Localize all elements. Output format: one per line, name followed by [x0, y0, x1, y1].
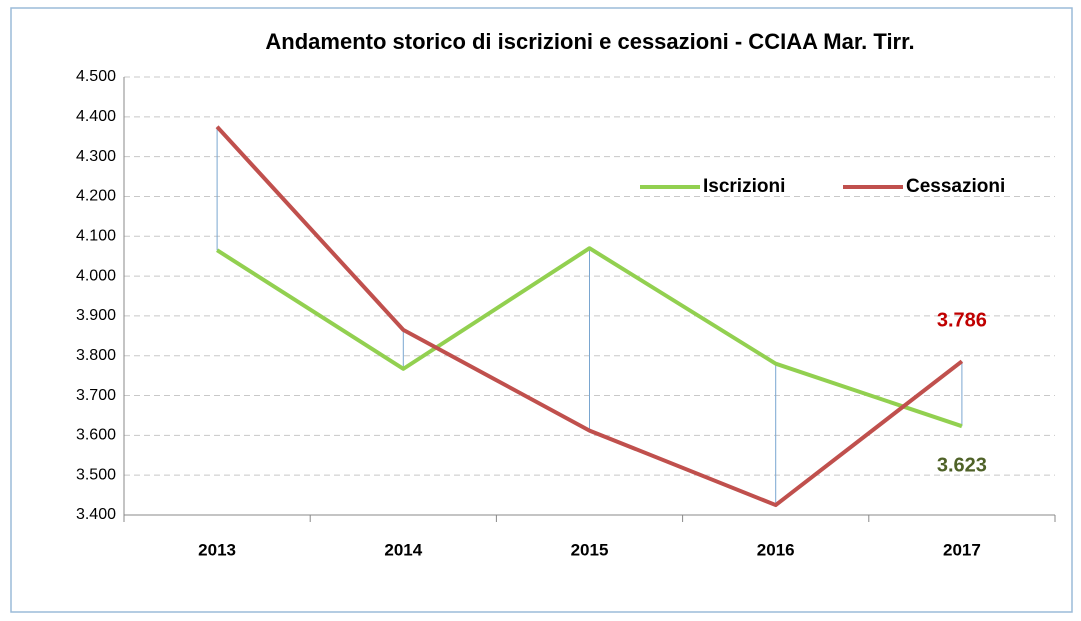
y-tick-label: 3.900 — [76, 307, 116, 324]
y-tick-label: 4.500 — [76, 68, 116, 85]
series-line — [216, 246, 963, 429]
y-tick-label: 3.600 — [76, 427, 116, 444]
y-tick-label: 4.100 — [76, 227, 116, 244]
chart-title: Andamento storico di iscrizioni e cessaz… — [265, 29, 914, 54]
x-tick-label: 2015 — [571, 540, 609, 559]
y-tick-label: 4.400 — [76, 108, 116, 125]
x-tick-label: 2014 — [384, 540, 422, 559]
x-tick-label: 2016 — [757, 540, 795, 559]
y-tick-label: 4.200 — [76, 188, 116, 205]
y-tick-label: 3.800 — [76, 347, 116, 364]
y-tick-label: 3.700 — [76, 387, 116, 404]
chart-frame — [10, 7, 1073, 613]
data-label: 3.623 — [937, 454, 987, 476]
y-tick-label: 4.300 — [76, 148, 116, 165]
data-label: 3.786 — [937, 310, 987, 332]
y-tick-label: 3.500 — [76, 466, 116, 483]
series-line — [215, 125, 964, 508]
legend-label: Iscrizioni — [703, 176, 785, 197]
x-tick-label: 2013 — [198, 540, 236, 559]
y-tick-label: 4.000 — [76, 267, 116, 284]
x-tick-label: 2017 — [943, 540, 981, 559]
y-tick-label: 3.400 — [76, 506, 116, 523]
legend-label: Cessazioni — [906, 176, 1005, 197]
